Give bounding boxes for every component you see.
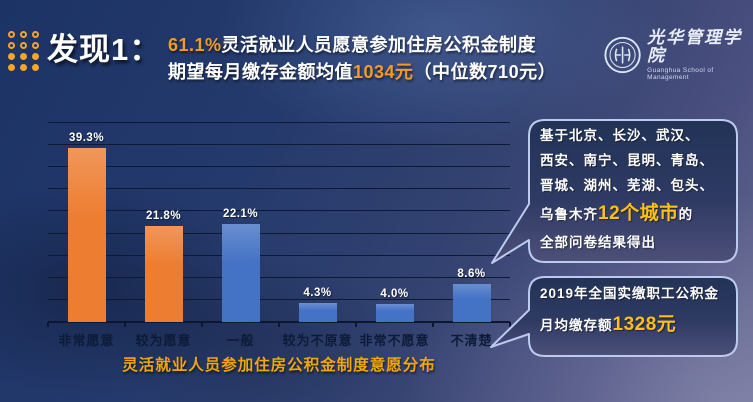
pku-seal-icon — [604, 36, 641, 74]
x-axis-label: 非常愿意 — [58, 333, 115, 348]
callout-2019-text: 2019年全国实缴职工公积金 月均缴存额1328元 — [540, 286, 720, 335]
callout-2019: 2019年全国实缴职工公积金 月均缴存额1328元 — [483, 272, 745, 368]
logo-name-cn: 光华管理学院 — [647, 28, 743, 66]
value-label: 39.3% — [68, 132, 105, 145]
bar-非常愿意 — [67, 148, 106, 322]
x-axis-label: 不清楚 — [450, 333, 493, 348]
speech-bubble-shape — [491, 119, 738, 264]
axis-tick — [278, 322, 280, 327]
school-logo: 光华管理学院 Guanghua School of Management — [604, 29, 753, 81]
logo-text: 光华管理学院 Guanghua School of Management — [647, 29, 753, 81]
deposit-amount-accent: 1328元 — [612, 314, 677, 335]
value-label: 21.8% — [145, 209, 182, 222]
gridline — [48, 166, 510, 168]
value-label: 8.6% — [457, 267, 486, 280]
value-label: 4.0% — [380, 288, 409, 301]
gridline — [48, 232, 510, 234]
headline-stat-percent: 61.1% — [168, 35, 222, 55]
gridline — [48, 254, 510, 256]
gridline — [48, 276, 510, 278]
value-label: 22.1% — [222, 208, 259, 221]
bar-chart: 39.3% 非常愿意 21.8% 较为愿意 22.1% 一般 4.3% 较为不原意 4.0% 非常… — [47, 122, 511, 348]
x-axis-label: 非常不愿意 — [359, 333, 430, 348]
speech-bubble-shape — [490, 276, 738, 357]
gridline — [48, 122, 510, 123]
headline: 61.1%灵活就业人员愿意参加住房公积金制度 期望每月缴存金额均值1034元（中… — [168, 32, 556, 86]
gridline — [48, 210, 510, 212]
bar-非常不愿意 — [375, 304, 414, 322]
headline-line1: 61.1%灵活就业人员愿意参加住房公积金制度 — [168, 35, 537, 55]
value-label: 4.3% — [303, 287, 332, 299]
bar-一般 — [221, 224, 260, 322]
headline-line2: 期望每月缴存金额均值1034元（中位数710元） — [168, 62, 557, 82]
bar-较为愿意 — [144, 225, 183, 322]
axis-tick — [47, 322, 49, 327]
cities-count-accent: 12个城市 — [598, 203, 679, 224]
axis-tick — [355, 322, 357, 327]
x-axis-label: 较为愿意 — [135, 333, 192, 348]
gridline — [48, 298, 510, 300]
axis-tick — [509, 322, 511, 327]
logo-name-en: Guanghua School of Management — [647, 67, 714, 81]
x-axis-label: 一般 — [226, 333, 255, 348]
x-axis-label: 较为不原意 — [282, 333, 353, 348]
page-title: 发现1： — [47, 32, 162, 67]
headline-stat-amount: 1034元 — [353, 62, 414, 82]
callout-cities-text: 基于北京、长沙、武汉、 西安、南宁、昆明、青岛、 晋城、湖州、芜湖、包头、 乌鲁… — [540, 128, 714, 250]
callout-cities: 基于北京、长沙、武汉、 西安、南宁、昆明、青岛、 晋城、湖州、芜湖、包头、 乌鲁… — [483, 112, 745, 274]
axis-tick — [124, 322, 126, 327]
chart-caption: 灵活就业人员参加住房公积金制度意愿分布 — [122, 357, 436, 374]
gridline — [48, 188, 510, 190]
axis-tick — [432, 322, 434, 327]
axis-tick — [201, 322, 203, 327]
dots-grid-icon — [8, 31, 39, 71]
bar-较为不原意 — [298, 303, 337, 322]
gridline — [48, 144, 510, 146]
bar-不清楚 — [452, 283, 491, 322]
